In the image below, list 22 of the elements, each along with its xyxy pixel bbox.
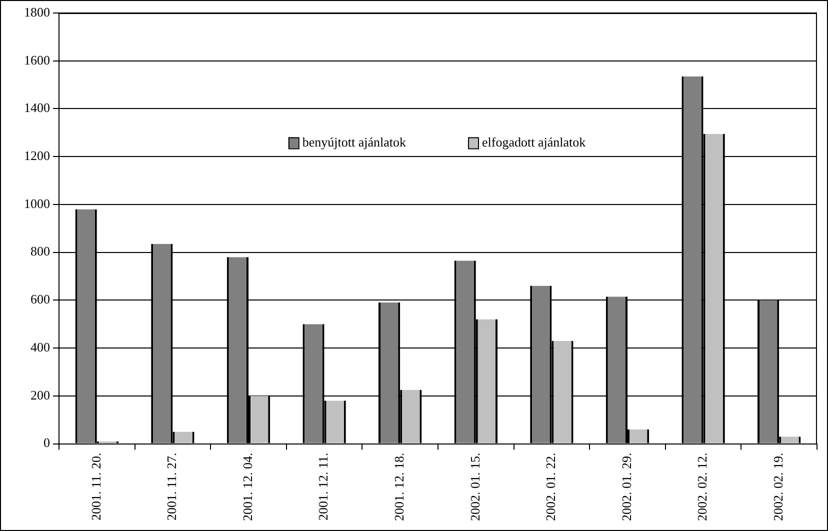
y-tick-label: 0 xyxy=(44,435,50,450)
y-tick-label: 1400 xyxy=(24,100,50,116)
y-tick-label: 800 xyxy=(30,244,50,259)
x-tick-label: 2001. 12. 04. xyxy=(240,452,255,521)
x-tick-label: 2002. 02. 12. xyxy=(694,452,710,521)
x-tick-label: 2002. 01. 15. xyxy=(467,452,482,521)
y-tick-label: 200 xyxy=(30,387,50,402)
y-tick-label: 1800 xyxy=(24,4,50,20)
y-tick-label: 1600 xyxy=(24,52,50,68)
legend-label: elfogadott ajánlatok xyxy=(482,134,586,150)
y-tick-label: 1200 xyxy=(24,148,50,164)
y-tick-label: 600 xyxy=(30,292,50,307)
x-tick-label: 2001. 11. 20. xyxy=(88,452,104,521)
x-tick-label: 2001. 11. 27. xyxy=(164,452,180,521)
y-tick-label: 1000 xyxy=(24,196,50,211)
x-tick-label: 2001. 12. 18. xyxy=(392,452,407,521)
x-tick-label: 2002. 01. 29. xyxy=(618,452,634,521)
x-tick-label: 2002. 01. 22. xyxy=(543,452,558,521)
y-tick-label: 400 xyxy=(30,339,50,354)
x-tick-label: 2001. 12. 11. xyxy=(316,452,331,521)
x-tick-label: 2002. 02. 19. xyxy=(770,452,786,521)
legend-label: benyújtott ajánlatok xyxy=(302,134,407,150)
